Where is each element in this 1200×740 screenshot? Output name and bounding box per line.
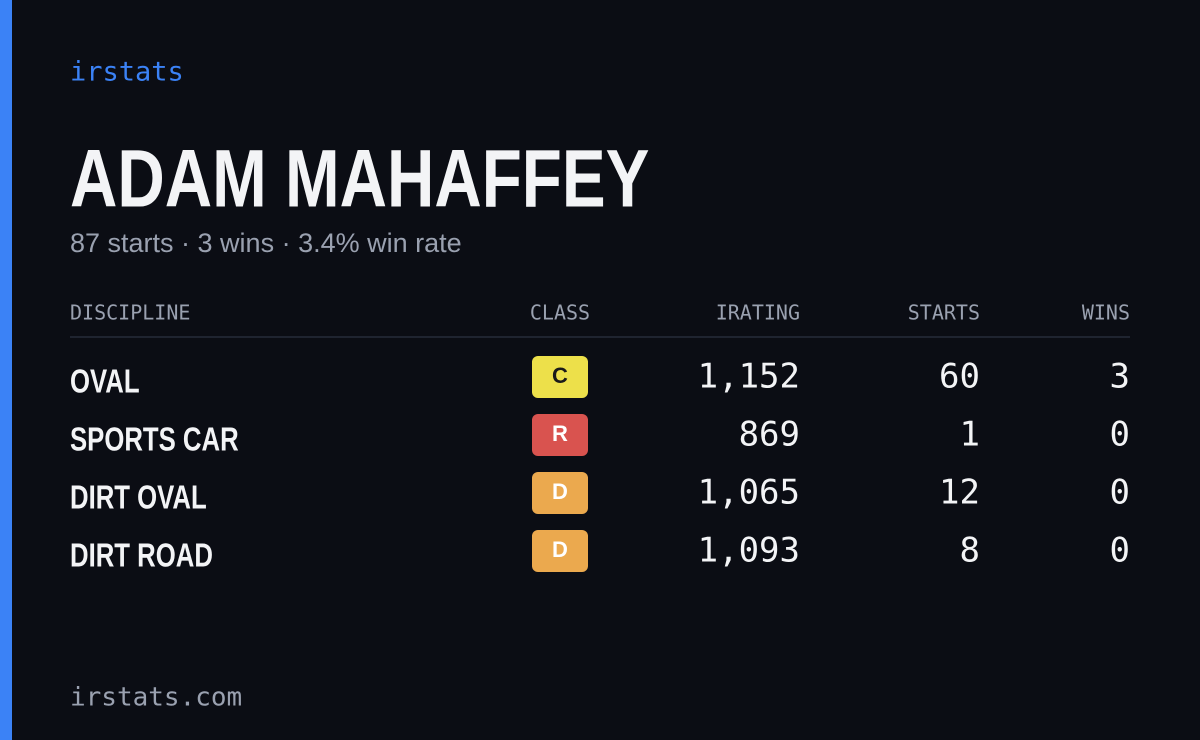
wins: 3 xyxy=(1110,357,1130,397)
starts: 60 xyxy=(939,357,980,397)
class-letter: R xyxy=(552,421,568,446)
irating: 1,152 xyxy=(698,357,800,397)
discipline: DIRT OVAL xyxy=(70,480,207,517)
class-badge xyxy=(532,414,588,456)
wins: 0 xyxy=(1110,473,1130,513)
summary: 87 starts · 3 wins · 3.4% win rate xyxy=(70,228,462,258)
footer: irstats.com xyxy=(70,683,242,713)
column-header: WINS xyxy=(1082,301,1130,325)
class-letter: D xyxy=(552,479,568,504)
discipline: DIRT ROAD xyxy=(70,538,213,575)
starts: 12 xyxy=(939,473,980,513)
irating: 1,065 xyxy=(698,473,800,513)
column-header: IRATING xyxy=(716,301,800,325)
column-header: DISCIPLINE xyxy=(70,301,190,325)
player-name: ADAM MAHAFFEY xyxy=(70,133,649,225)
column-header: CLASS xyxy=(530,301,590,325)
wins: 0 xyxy=(1110,531,1130,571)
discipline: OVAL xyxy=(70,364,140,401)
wins: 0 xyxy=(1110,415,1130,455)
table-body: OVAL C 1,152 60 3 SPORTS CAR R 869 1 0 DIRT OVAL D 1… xyxy=(70,356,1130,575)
irating: 869 xyxy=(739,415,800,455)
accent-bar xyxy=(0,0,12,740)
brand: irstats xyxy=(70,57,184,88)
irating: 1,093 xyxy=(698,531,800,571)
class-badge xyxy=(532,530,588,572)
starts: 1 xyxy=(960,415,980,455)
starts: 8 xyxy=(960,531,980,571)
class-letter: C xyxy=(552,363,568,388)
column-header: STARTS xyxy=(908,301,980,325)
class-letter: D xyxy=(552,537,568,562)
discipline: SPORTS CAR xyxy=(70,422,239,459)
class-badge xyxy=(532,356,588,398)
class-badge xyxy=(532,472,588,514)
